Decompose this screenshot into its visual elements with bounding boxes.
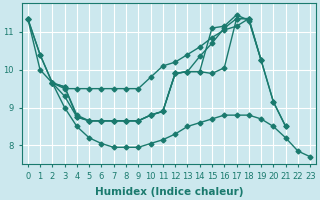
X-axis label: Humidex (Indice chaleur): Humidex (Indice chaleur) xyxy=(95,187,243,197)
